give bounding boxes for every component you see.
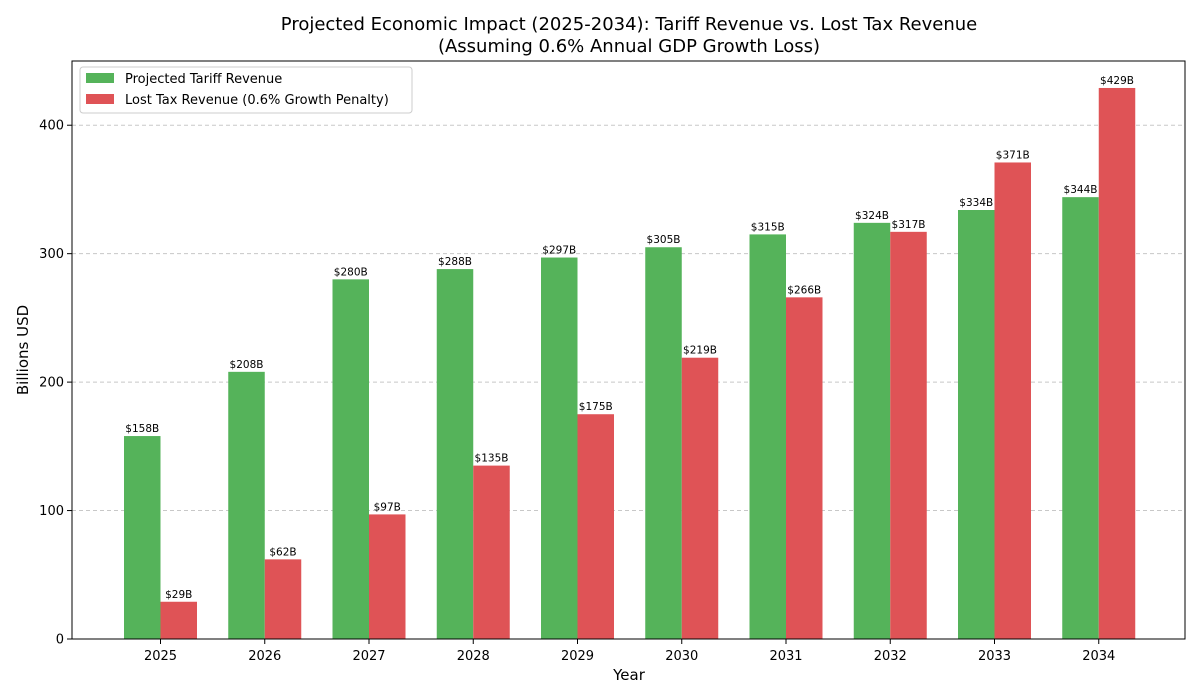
bar-lost-tax-revenue <box>473 465 510 639</box>
data-label-tariff: $305B <box>647 234 681 246</box>
y-tick-label: 100 <box>39 504 64 519</box>
y-tick-label: 0 <box>56 633 64 648</box>
legend-swatch-tariff <box>86 73 114 83</box>
data-labels: $158B $29B $208B $62B $280B $97B $288B $135B $29… <box>125 75 1134 601</box>
data-label-tariff: $334B <box>959 197 993 209</box>
x-axis-ticks: 2025 2026 2027 2028 2029 2030 2031 2032 2033 2034 <box>144 639 1115 664</box>
data-label-lost-tax: $135B <box>475 453 509 465</box>
data-label-tariff: $280B <box>334 266 368 278</box>
bar-tariff-revenue <box>1062 197 1099 639</box>
bar-lost-tax-revenue <box>264 559 302 639</box>
bar-tariff-revenue <box>958 209 995 640</box>
y-tick-label: 300 <box>39 247 64 262</box>
x-tick-label: 2029 <box>561 649 594 664</box>
bar-lost-tax-revenue <box>160 601 197 639</box>
bar-lost-tax-revenue <box>890 231 927 639</box>
bar-lost-tax-revenue <box>577 414 614 639</box>
legend-box <box>79 66 413 114</box>
x-tick-label: 2026 <box>248 649 281 664</box>
legend-label-tariff: Projected Tariff Revenue <box>125 72 282 87</box>
x-tick-label: 2031 <box>769 649 802 664</box>
bar-tariff-revenue <box>645 247 682 639</box>
data-label-lost-tax: $317B <box>892 219 926 231</box>
data-label-tariff: $288B <box>438 256 472 268</box>
bar-tariff-revenue <box>749 234 786 639</box>
bar-tariff-revenue <box>332 279 369 639</box>
bar-lost-tax-revenue <box>1098 87 1136 640</box>
x-tick-label: 2027 <box>352 649 385 664</box>
data-label-lost-tax: $62B <box>269 546 296 558</box>
data-label-tariff: $158B <box>125 423 159 435</box>
y-tick-label: 400 <box>39 119 64 134</box>
data-label-tariff: $208B <box>230 359 264 371</box>
chart-title: Projected Economic Impact (2025-2034): T… <box>281 14 977 35</box>
bar-tariff-revenue <box>124 436 161 639</box>
data-label-lost-tax: $429B <box>1100 75 1134 87</box>
bar-tariff-revenue <box>228 371 265 639</box>
data-label-lost-tax: $97B <box>374 501 401 513</box>
data-label-tariff: $315B <box>751 221 785 233</box>
x-tick-label: 2033 <box>978 649 1011 664</box>
legend-swatch-lost-tax <box>86 94 114 104</box>
data-label-lost-tax: $371B <box>996 149 1030 161</box>
chart-subtitle: (Assuming 0.6% Annual GDP Growth Loss) <box>438 36 820 57</box>
plot-frame <box>71 60 1186 640</box>
bar-lost-tax-revenue <box>786 297 823 639</box>
bars <box>124 87 1136 640</box>
x-tick-label: 2025 <box>144 649 177 664</box>
legend-label-lost-tax: Lost Tax Revenue (0.6% Growth Penalty) <box>125 93 389 108</box>
bar-tariff-revenue <box>853 222 891 639</box>
bar-tariff-revenue <box>436 269 474 639</box>
y-axis-label: Billions USD <box>14 305 32 395</box>
bar-lost-tax-revenue <box>681 357 719 639</box>
bar-lost-tax-revenue <box>994 162 1031 639</box>
x-tick-label: 2034 <box>1082 649 1115 664</box>
y-axis-ticks: 0 100 200 300 400 <box>39 119 72 648</box>
legend: Projected Tariff Revenue Lost Tax Revenu… <box>79 66 413 114</box>
x-tick-label: 2032 <box>874 649 907 664</box>
x-tick-label: 2030 <box>665 649 698 664</box>
x-tick-label: 2028 <box>457 649 490 664</box>
bar-lost-tax-revenue <box>369 514 406 639</box>
bar-tariff-revenue <box>541 257 578 639</box>
data-label-lost-tax: $219B <box>683 345 717 357</box>
y-tick-label: 200 <box>39 376 64 391</box>
data-label-tariff: $324B <box>855 210 889 222</box>
data-label-tariff: $297B <box>542 245 576 257</box>
data-label-lost-tax: $175B <box>579 401 613 413</box>
data-label-lost-tax: $29B <box>165 589 192 601</box>
x-axis-label: Year <box>612 666 646 684</box>
data-label-tariff: $344B <box>1064 184 1098 196</box>
data-label-lost-tax: $266B <box>787 284 821 296</box>
